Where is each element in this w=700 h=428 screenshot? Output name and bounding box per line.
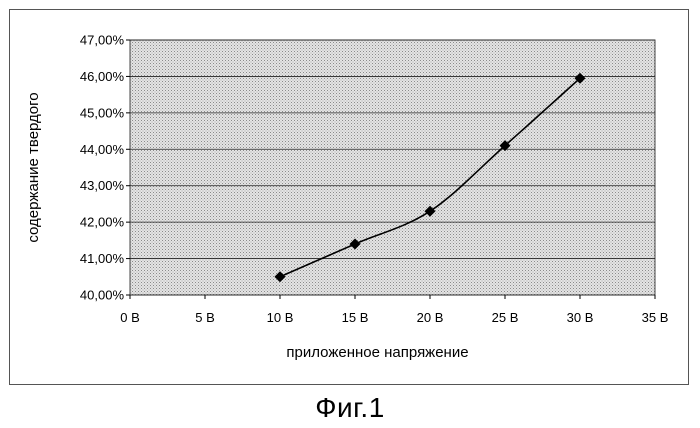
x-tick-label: 30 В [567, 310, 594, 325]
x-tick-label: 10 В [267, 310, 294, 325]
y-tick-label: 41,00% [80, 251, 125, 266]
x-tick-label: 35 В [642, 310, 669, 325]
y-axis-label: содержание твердого [25, 92, 42, 242]
y-tick-label: 44,00% [80, 142, 125, 157]
y-tick-label: 47,00% [80, 33, 125, 48]
y-tick-label: 40,00% [80, 288, 125, 303]
y-tick-label: 46,00% [80, 69, 125, 84]
x-tick-label: 20 В [417, 310, 444, 325]
x-tick-label: 25 В [492, 310, 519, 325]
y-tick-label: 42,00% [80, 215, 125, 230]
y-axis-ticks: 40,00% 41,00% 42,00% 43,00% 44,00% 45,00% 46,0… [80, 33, 130, 303]
y-tick-label: 43,00% [80, 178, 125, 193]
x-axis-label: приложенное напряжение [286, 344, 468, 361]
x-tick-label: 5 В [195, 310, 215, 325]
x-tick-label: 15 В [342, 310, 369, 325]
x-tick-label: 0 В [120, 310, 140, 325]
y-tick-label: 45,00% [80, 105, 125, 120]
x-axis-ticks: 0 В 5 В 10 В 15 В 20 В 25 В 30 В 35 В [120, 295, 668, 325]
figure-caption: Фиг.1 [0, 392, 700, 424]
chart: 40,00% 41,00% 42,00% 43,00% 44,00% 45,00% 46,0… [0, 0, 700, 392]
